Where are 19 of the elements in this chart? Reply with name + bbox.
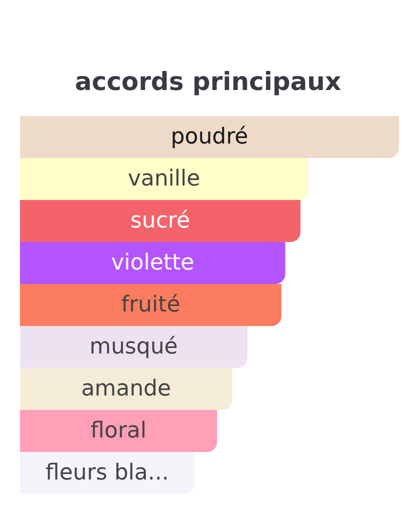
y-tick-label: violette	[111, 250, 194, 276]
y-tick-label: vanille	[128, 166, 200, 192]
y-tick-label: poudré	[170, 124, 248, 150]
chart-title: accords principaux	[74, 67, 342, 96]
y-tick-label: sucré	[130, 208, 190, 234]
bar	[20, 410, 218, 452]
bar	[20, 368, 232, 410]
y-tick-label: floral	[90, 418, 147, 444]
bar	[20, 116, 399, 158]
bar	[20, 284, 282, 326]
bar	[20, 158, 308, 200]
y-tick-label: fleurs bla...	[45, 460, 169, 486]
y-tick-label: amande	[81, 376, 172, 402]
bar	[20, 242, 286, 284]
bar	[20, 326, 248, 368]
y-tick-label: musqué	[90, 334, 178, 360]
bar	[20, 200, 300, 242]
y-tick-label: fruité	[121, 292, 180, 318]
bar	[20, 452, 194, 494]
